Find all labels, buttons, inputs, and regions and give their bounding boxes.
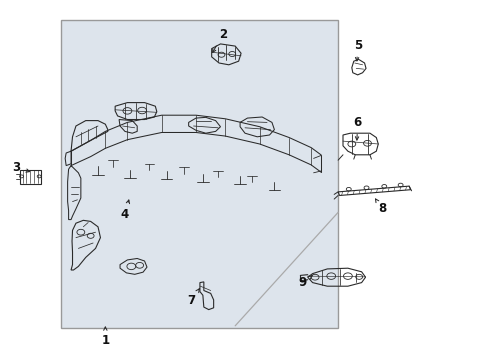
Text: 2: 2 (213, 28, 227, 52)
Text: 6: 6 (354, 116, 362, 140)
Text: 7: 7 (187, 289, 199, 307)
Text: 1: 1 (101, 327, 109, 347)
Text: 9: 9 (299, 276, 312, 289)
FancyBboxPatch shape (61, 20, 338, 328)
Text: 4: 4 (121, 200, 129, 221)
Text: 5: 5 (354, 39, 362, 61)
Text: 3: 3 (12, 161, 29, 174)
Text: 8: 8 (375, 199, 386, 215)
